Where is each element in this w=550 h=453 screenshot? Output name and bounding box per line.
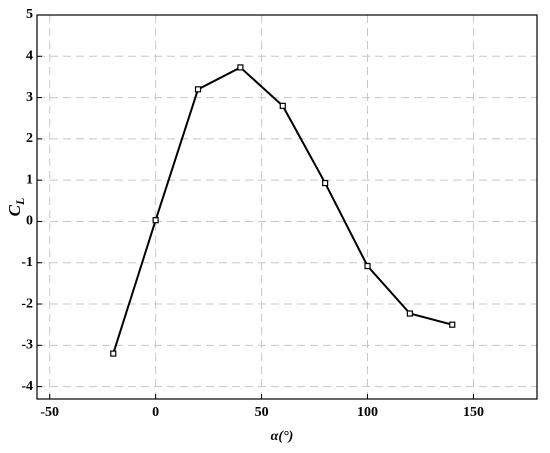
data-line xyxy=(112,66,453,354)
data-point xyxy=(449,321,456,328)
y-axis-label-main: C xyxy=(5,204,24,216)
y-tick-label: -2 xyxy=(21,296,33,311)
y-tick-label: 5 xyxy=(26,7,33,22)
y-tick-label: 1 xyxy=(26,172,33,187)
data-point xyxy=(237,64,244,71)
y-tick-label: -1 xyxy=(21,255,33,270)
data-point xyxy=(322,179,329,187)
data-point xyxy=(152,217,159,224)
y-tick-label: 4 xyxy=(26,49,33,64)
x-tick-label: 0 xyxy=(152,405,159,420)
y-tick-label: 3 xyxy=(26,90,33,105)
data-point xyxy=(194,86,202,93)
x-tick-label: 150 xyxy=(463,405,484,420)
x-axis-label: α(°) xyxy=(271,429,294,444)
y-tick-label: 0 xyxy=(26,214,33,229)
x-tick-label: -50 xyxy=(40,405,59,420)
data-point xyxy=(406,310,413,317)
data-point xyxy=(279,102,286,109)
data-point xyxy=(110,350,117,357)
x-tick-label: 100 xyxy=(357,405,378,420)
data-point xyxy=(364,262,371,270)
plot-frame xyxy=(36,14,538,400)
y-tick-label: -3 xyxy=(21,338,33,353)
y-tick-label: 2 xyxy=(26,131,33,146)
x-tick-label: 50 xyxy=(255,405,269,420)
y-tick-label: -4 xyxy=(21,379,33,394)
y-axis-label-subscript: L xyxy=(13,198,27,206)
y-axis-label: CL xyxy=(5,198,27,217)
